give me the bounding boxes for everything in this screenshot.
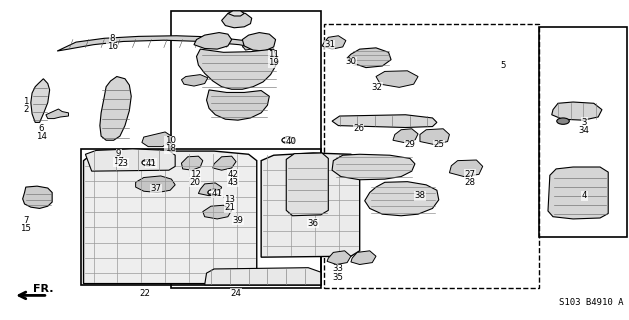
Polygon shape bbox=[204, 268, 321, 285]
Text: 39: 39 bbox=[233, 216, 243, 225]
Polygon shape bbox=[552, 102, 602, 120]
Text: 37: 37 bbox=[151, 184, 162, 193]
Text: S103 B4910 A: S103 B4910 A bbox=[559, 298, 623, 307]
Text: 23: 23 bbox=[118, 159, 128, 168]
Text: 28: 28 bbox=[465, 179, 476, 188]
Text: 36: 36 bbox=[308, 219, 319, 228]
Polygon shape bbox=[365, 182, 439, 216]
Polygon shape bbox=[228, 11, 244, 16]
Circle shape bbox=[208, 189, 220, 196]
Polygon shape bbox=[376, 71, 418, 87]
Polygon shape bbox=[57, 36, 258, 51]
Polygon shape bbox=[142, 132, 172, 147]
Polygon shape bbox=[84, 151, 257, 284]
Text: 35: 35 bbox=[333, 273, 344, 282]
Text: 41: 41 bbox=[146, 159, 157, 168]
Text: 31: 31 bbox=[324, 40, 335, 49]
Polygon shape bbox=[196, 49, 277, 89]
Text: 14: 14 bbox=[36, 132, 47, 140]
Text: 16: 16 bbox=[107, 42, 118, 52]
Text: 6: 6 bbox=[39, 124, 44, 132]
Text: 3: 3 bbox=[582, 118, 587, 127]
Text: 32: 32 bbox=[372, 83, 383, 92]
Text: 7: 7 bbox=[23, 216, 28, 225]
Polygon shape bbox=[286, 153, 328, 216]
Polygon shape bbox=[322, 36, 346, 49]
Polygon shape bbox=[86, 149, 175, 171]
Text: 12: 12 bbox=[190, 170, 201, 179]
Text: 33: 33 bbox=[333, 264, 344, 274]
Polygon shape bbox=[181, 75, 208, 86]
Text: FR.: FR. bbox=[33, 284, 54, 294]
Polygon shape bbox=[198, 183, 221, 196]
Polygon shape bbox=[450, 160, 482, 177]
Polygon shape bbox=[23, 186, 52, 208]
Text: 38: 38 bbox=[415, 191, 425, 200]
Polygon shape bbox=[548, 167, 608, 219]
Text: 24: 24 bbox=[231, 289, 242, 298]
Polygon shape bbox=[347, 48, 391, 68]
Polygon shape bbox=[206, 90, 269, 120]
Polygon shape bbox=[181, 156, 203, 170]
Bar bbox=[81, 149, 321, 285]
Text: 10: 10 bbox=[165, 136, 175, 145]
Text: 8: 8 bbox=[109, 35, 115, 44]
Polygon shape bbox=[46, 109, 69, 119]
Text: 2: 2 bbox=[23, 105, 28, 114]
Text: 20: 20 bbox=[190, 178, 201, 187]
Text: 40: 40 bbox=[285, 137, 296, 146]
Text: 13: 13 bbox=[225, 195, 235, 204]
Text: 25: 25 bbox=[433, 140, 444, 149]
Polygon shape bbox=[31, 79, 50, 123]
Polygon shape bbox=[221, 12, 252, 28]
Text: 15: 15 bbox=[20, 224, 31, 233]
Polygon shape bbox=[213, 156, 236, 170]
Polygon shape bbox=[327, 251, 351, 265]
Text: 4: 4 bbox=[582, 191, 587, 200]
Text: 43: 43 bbox=[228, 178, 238, 187]
Circle shape bbox=[142, 159, 155, 166]
Polygon shape bbox=[136, 176, 175, 193]
Polygon shape bbox=[203, 205, 231, 219]
Text: 9: 9 bbox=[116, 149, 121, 158]
Text: 11: 11 bbox=[268, 50, 279, 59]
Polygon shape bbox=[332, 154, 415, 180]
Polygon shape bbox=[261, 153, 360, 257]
Polygon shape bbox=[332, 115, 437, 127]
Polygon shape bbox=[351, 251, 376, 265]
Text: 26: 26 bbox=[353, 124, 364, 133]
Polygon shape bbox=[393, 129, 418, 142]
Bar bbox=[172, 11, 321, 288]
Text: 1: 1 bbox=[23, 97, 28, 106]
Text: 27: 27 bbox=[465, 170, 476, 179]
Bar bbox=[539, 27, 627, 237]
Bar bbox=[324, 24, 539, 288]
Text: 22: 22 bbox=[140, 289, 150, 298]
Text: 34: 34 bbox=[579, 126, 590, 135]
Circle shape bbox=[557, 118, 569, 124]
Text: 17: 17 bbox=[113, 157, 124, 166]
Polygon shape bbox=[420, 129, 450, 145]
Text: 18: 18 bbox=[165, 144, 175, 153]
Polygon shape bbox=[100, 76, 131, 140]
Text: 30: 30 bbox=[345, 57, 357, 66]
Text: 42: 42 bbox=[228, 170, 238, 179]
Text: 29: 29 bbox=[404, 140, 415, 149]
Polygon shape bbox=[242, 33, 276, 51]
Text: 21: 21 bbox=[225, 203, 235, 212]
Text: 41: 41 bbox=[212, 189, 223, 198]
Polygon shape bbox=[242, 42, 263, 50]
Text: 19: 19 bbox=[268, 58, 279, 67]
Text: 5: 5 bbox=[500, 60, 506, 69]
Polygon shape bbox=[194, 33, 231, 49]
Circle shape bbox=[282, 137, 294, 143]
